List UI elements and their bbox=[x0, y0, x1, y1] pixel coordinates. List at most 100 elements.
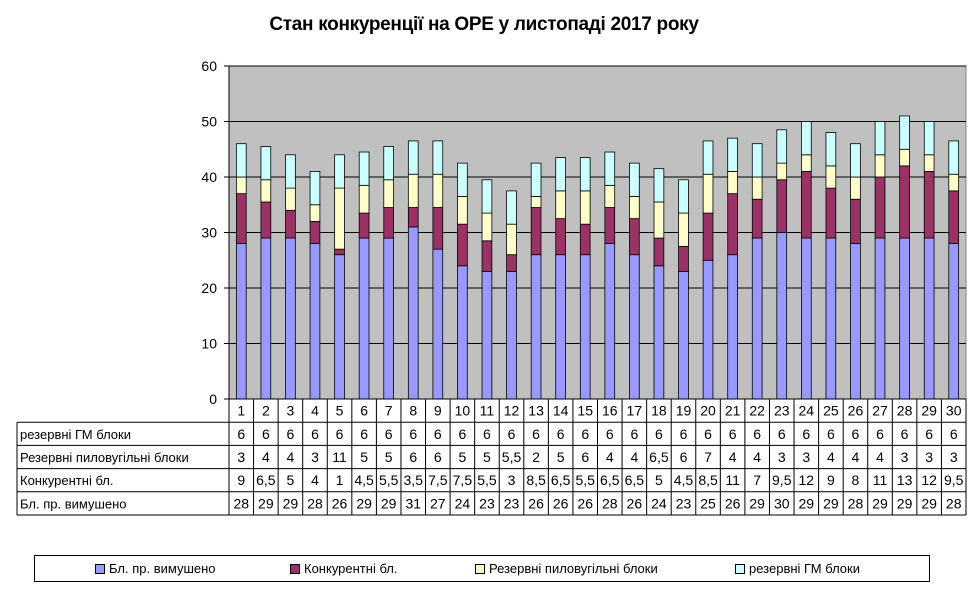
table-cell-value: 4 bbox=[753, 449, 761, 465]
bar-segment bbox=[604, 207, 616, 244]
bar-segment bbox=[285, 209, 296, 239]
table-cell-value: 2 bbox=[532, 449, 540, 465]
x-tick-label: 5 bbox=[336, 403, 344, 419]
bar-segment bbox=[530, 196, 542, 208]
bar-segment bbox=[457, 265, 468, 400]
bar-segment bbox=[874, 176, 886, 239]
x-tick-label: 2 bbox=[262, 403, 270, 419]
bar-segment bbox=[702, 173, 714, 214]
x-tick-label: 23 bbox=[774, 403, 790, 419]
table-cell-value: 4 bbox=[827, 449, 835, 465]
bar-segment bbox=[899, 237, 910, 400]
table-cell-value: 9 bbox=[237, 472, 245, 488]
bar-segment bbox=[309, 171, 321, 206]
bar-segment bbox=[751, 198, 763, 239]
table-cell-value: 6 bbox=[434, 426, 442, 442]
y-tick-label: 50 bbox=[201, 114, 217, 130]
table-cell-value: 5 bbox=[557, 449, 565, 465]
table-cell-value: 28 bbox=[307, 495, 323, 511]
x-tick-label: 14 bbox=[553, 403, 569, 419]
table-cell-value: 23 bbox=[676, 495, 692, 511]
bar-segment bbox=[727, 171, 738, 195]
bar-segment bbox=[407, 173, 419, 208]
bar-segment bbox=[629, 254, 640, 400]
table-cell-value: 29 bbox=[823, 495, 839, 511]
table-cell-value: 6 bbox=[336, 426, 344, 442]
table-cell-value: 26 bbox=[627, 495, 643, 511]
x-tick-label: 18 bbox=[651, 403, 667, 419]
table-cell-value: 4 bbox=[311, 472, 319, 488]
bar-segment bbox=[579, 190, 591, 225]
table-cell-value: 6 bbox=[901, 426, 909, 442]
bar-segment bbox=[604, 151, 616, 186]
x-tick-label: 17 bbox=[627, 403, 643, 419]
table-cell-value: 6 bbox=[237, 426, 245, 442]
table-cell-value: 6,5 bbox=[256, 472, 276, 488]
bar-segment bbox=[383, 179, 394, 208]
table-row-label: Резервні пиловугільні блоки bbox=[20, 450, 189, 465]
table-cell-value: 6 bbox=[680, 426, 688, 442]
table-cell-value: 8,5 bbox=[526, 472, 546, 488]
bar-segment bbox=[923, 237, 935, 400]
legend-swatch bbox=[475, 563, 485, 574]
table-cell-value: 29 bbox=[921, 495, 937, 511]
table-cell-value: 29 bbox=[799, 495, 815, 511]
bar-segment bbox=[260, 237, 272, 400]
legend-item: резервні ГМ блоки bbox=[735, 559, 860, 579]
table-cell-value: 28 bbox=[946, 495, 962, 511]
bar-segment bbox=[579, 157, 591, 192]
table-cell-value: 6 bbox=[360, 426, 368, 442]
table-cell-value: 6 bbox=[729, 426, 737, 442]
table-cell-value: 24 bbox=[455, 495, 471, 511]
x-tick-label: 21 bbox=[725, 403, 741, 419]
table-cell-value: 6 bbox=[385, 426, 393, 442]
bar-segment bbox=[555, 157, 566, 192]
bar-segment bbox=[432, 140, 444, 175]
table-cell-value: 6 bbox=[311, 426, 319, 442]
x-tick-label: 28 bbox=[897, 403, 913, 419]
table-cell-value: 6 bbox=[557, 426, 565, 442]
bar-segment bbox=[948, 190, 960, 244]
table-cell-value: 11 bbox=[873, 472, 888, 488]
table-cell-value: 3 bbox=[508, 472, 516, 488]
bar-segment bbox=[555, 190, 566, 220]
chart-title: Стан конкуренції на ОРЕ у листопаді 2017… bbox=[269, 14, 699, 35]
table-cell-value: 27 bbox=[430, 495, 446, 511]
bar-segment bbox=[874, 237, 886, 400]
table-cell-value: 6 bbox=[802, 426, 810, 442]
table-cell-value: 13 bbox=[897, 472, 913, 488]
bar-segment bbox=[899, 165, 910, 239]
table-cell-value: 5 bbox=[360, 449, 368, 465]
bar-segment bbox=[923, 171, 935, 239]
bar-segment bbox=[751, 237, 763, 400]
bar-segment bbox=[948, 140, 960, 175]
table-cell-value: 4 bbox=[729, 449, 737, 465]
bar-segment bbox=[260, 179, 272, 203]
bar-segment bbox=[358, 237, 370, 400]
bar-segment bbox=[727, 137, 738, 172]
y-tick-label: 30 bbox=[201, 225, 217, 241]
x-tick-label: 12 bbox=[504, 403, 520, 419]
table-cell-value: 7,5 bbox=[428, 472, 448, 488]
table-cell-value: 6 bbox=[483, 426, 491, 442]
table-cell-value: 29 bbox=[897, 495, 913, 511]
legend-label: Резервні пиловугільні блоки bbox=[489, 561, 658, 576]
bar-segment bbox=[530, 207, 542, 256]
table-cell-value: 9 bbox=[827, 472, 835, 488]
bar-segment bbox=[457, 196, 468, 225]
bar-segment bbox=[432, 207, 444, 250]
table-cell-value: 6 bbox=[852, 426, 860, 442]
bar-segment bbox=[334, 154, 345, 189]
bar-segment bbox=[850, 176, 861, 200]
table-cell-value: 9,5 bbox=[772, 472, 792, 488]
table-cell-value: 6 bbox=[925, 426, 933, 442]
bar-segment bbox=[948, 173, 960, 192]
bar-segment bbox=[702, 212, 714, 261]
bar-segment bbox=[383, 207, 394, 239]
table-cell-value: 4 bbox=[262, 449, 270, 465]
bar-segment bbox=[948, 243, 960, 400]
bar-segment bbox=[678, 245, 689, 272]
table-cell-value: 6 bbox=[655, 426, 663, 442]
table-cell-value: 5 bbox=[655, 472, 663, 488]
